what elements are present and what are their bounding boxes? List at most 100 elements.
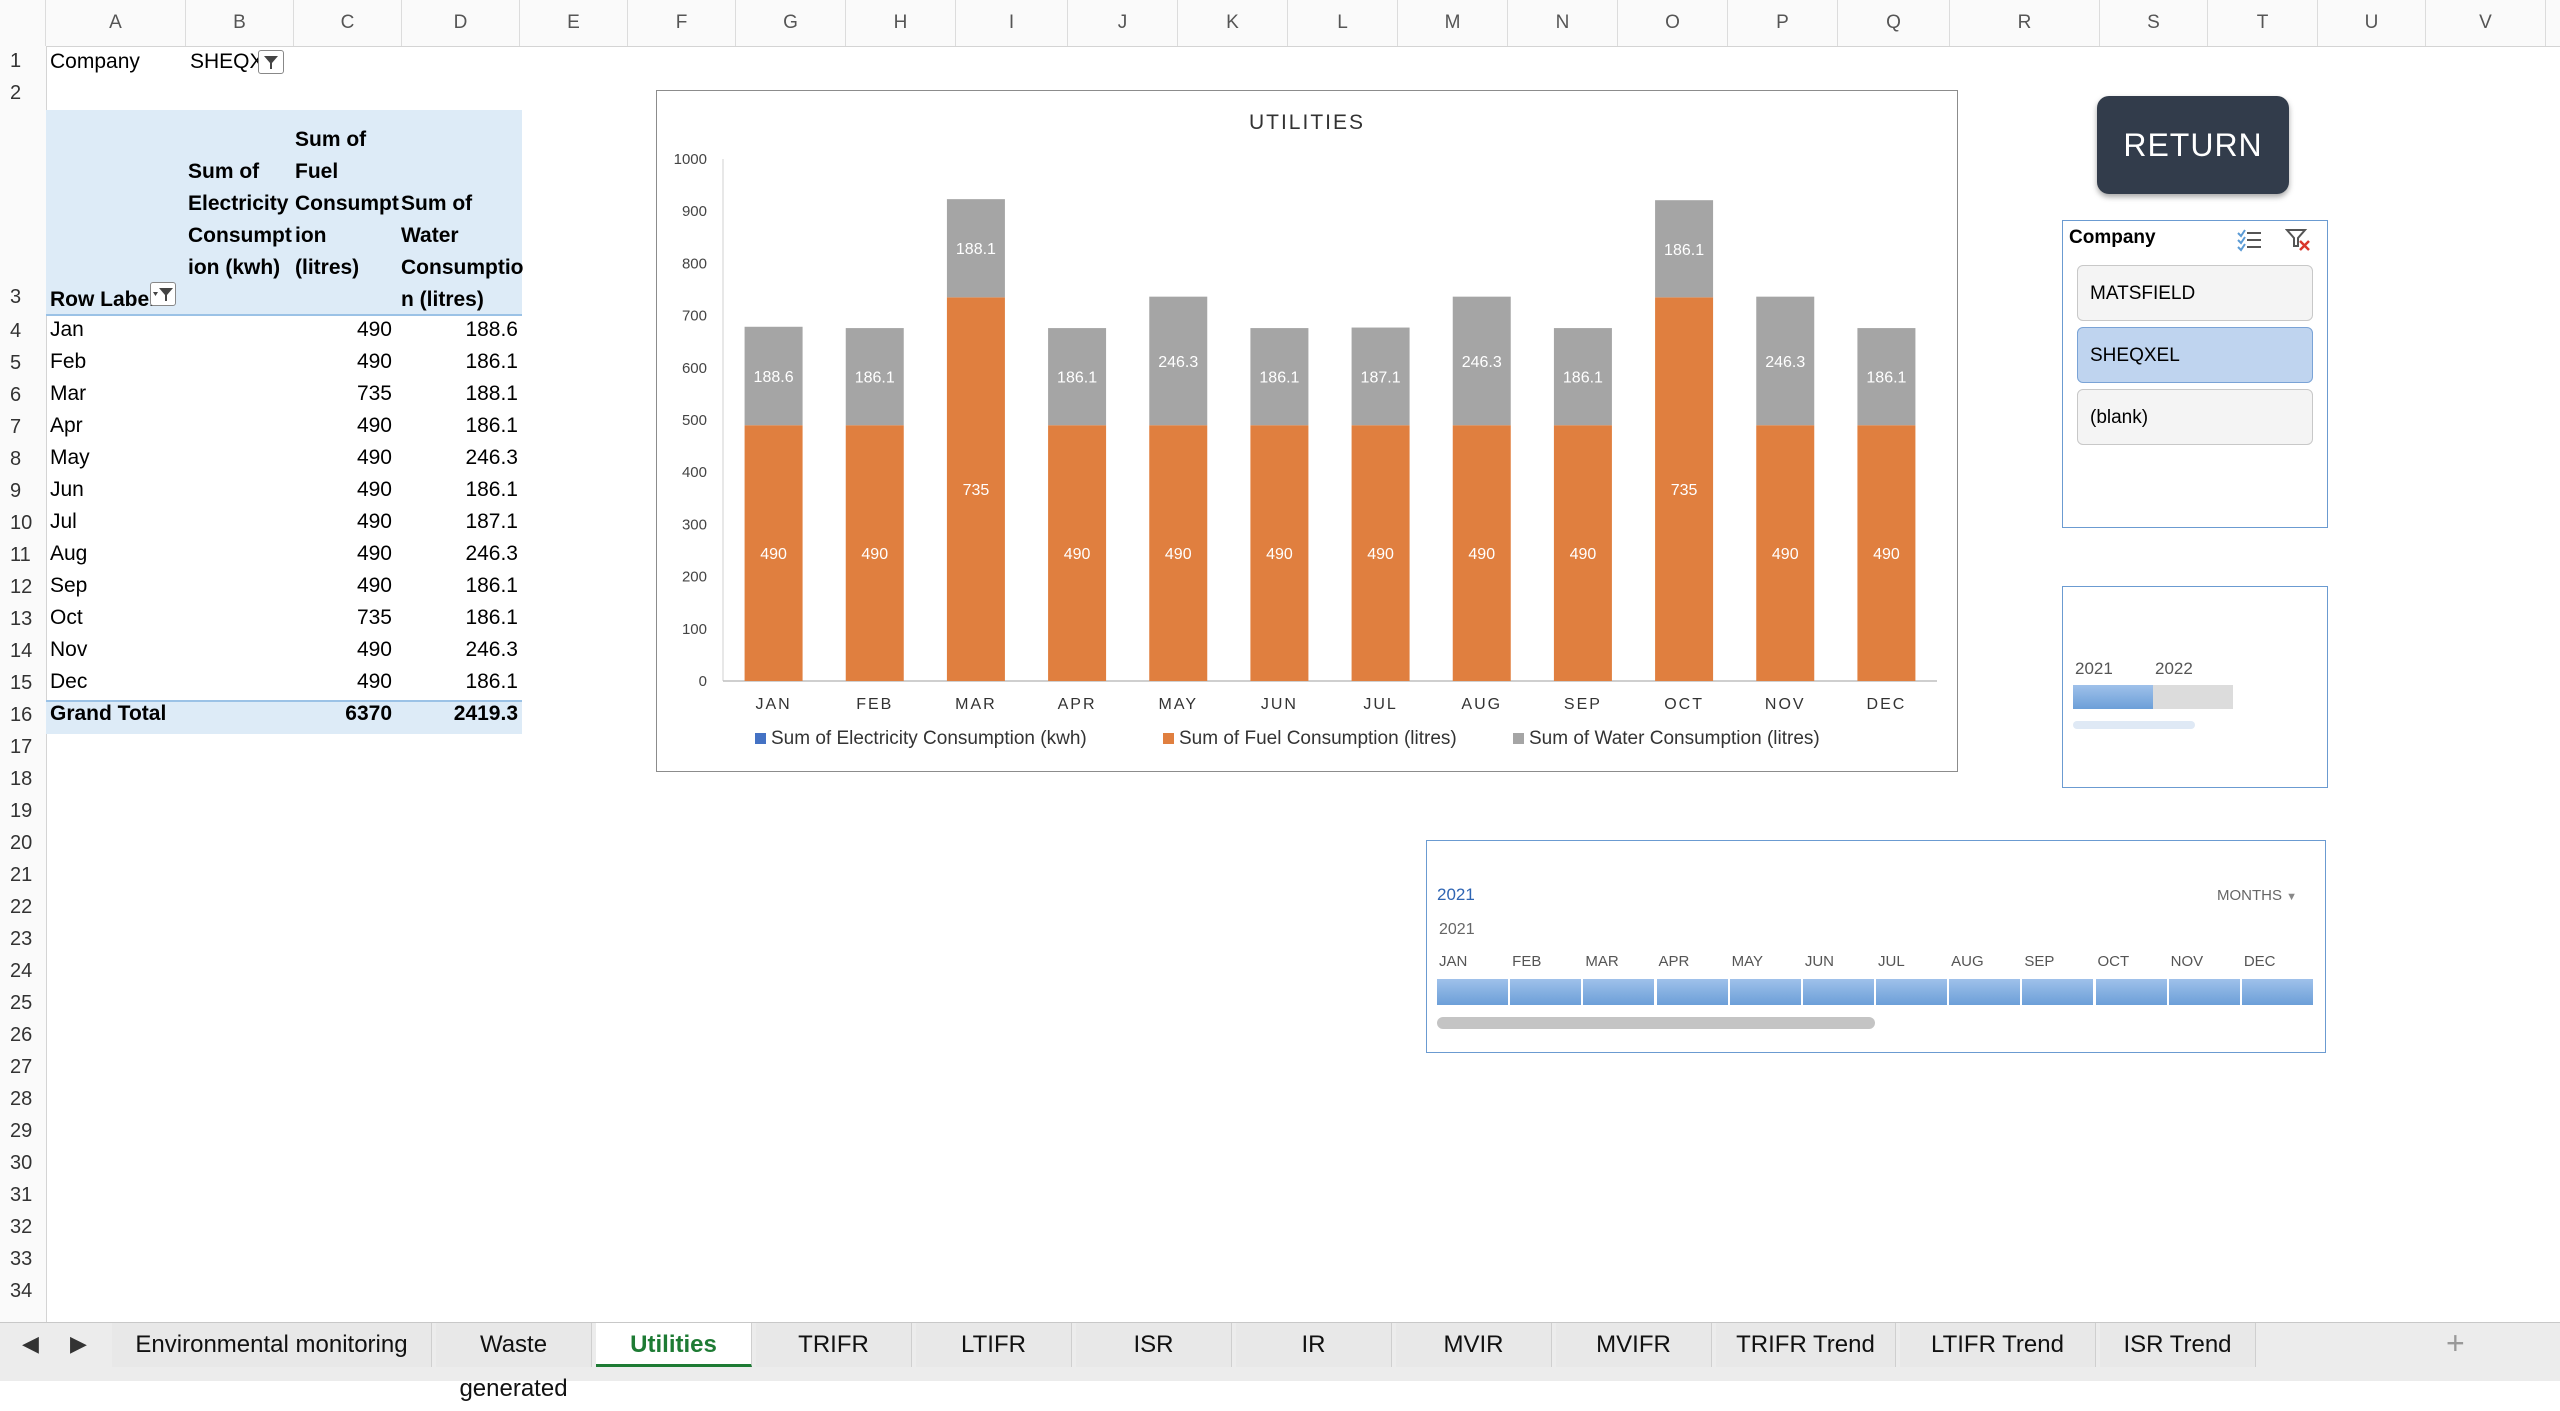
year-label-2021[interactable]: 2021: [2075, 659, 2113, 678]
row-header[interactable]: 16: [10, 704, 33, 726]
row-header[interactable]: 30: [10, 1152, 33, 1174]
column-header-u[interactable]: U: [2318, 0, 2426, 46]
row-header[interactable]: 3: [10, 286, 22, 308]
select-all-corner[interactable]: [0, 0, 46, 46]
column-header-f[interactable]: F: [628, 0, 736, 46]
column-header-q[interactable]: Q: [1838, 0, 1950, 46]
row-header[interactable]: 19: [10, 800, 33, 822]
timeline-month-segment[interactable]: [2168, 979, 2240, 1005]
column-header-b[interactable]: B: [186, 0, 294, 46]
timeline-month-segment[interactable]: [1729, 979, 1801, 1005]
timeline-month-label[interactable]: FEB: [1512, 953, 1542, 970]
row-header[interactable]: 7: [10, 416, 22, 438]
row-header[interactable]: 33: [10, 1248, 33, 1270]
row-header[interactable]: 13: [10, 608, 33, 630]
scroll-right-icon[interactable]: ▶: [70, 1331, 87, 1356]
row-header[interactable]: 14: [10, 640, 33, 662]
row-header[interactable]: 27: [10, 1056, 33, 1078]
sheet-tab[interactable]: TRIFR Trend: [1716, 1323, 1896, 1367]
scroll-left-icon[interactable]: ◀: [22, 1331, 39, 1356]
row-header[interactable]: 2: [10, 82, 22, 104]
timeline-month-segment[interactable]: [2022, 979, 2094, 1005]
row-header[interactable]: 28: [10, 1088, 33, 1110]
timeline-month-label[interactable]: JUN: [1804, 953, 1834, 970]
timeline-month-label[interactable]: JUL: [1878, 953, 1905, 970]
row-header[interactable]: 31: [10, 1184, 33, 1206]
timeline-month-label[interactable]: SEP: [2024, 953, 2055, 970]
year-label-2022[interactable]: 2022: [2155, 659, 2193, 678]
filter-value[interactable]: SHEQXI: [190, 50, 262, 73]
row-header[interactable]: 6: [10, 384, 22, 406]
column-header-a[interactable]: A: [46, 0, 186, 46]
slicer-item[interactable]: (blank): [2077, 389, 2313, 445]
row-header[interactable]: 11: [10, 544, 31, 566]
year-scrollbar[interactable]: [2073, 721, 2195, 729]
row-header[interactable]: 1: [10, 50, 22, 72]
clear-filter-icon[interactable]: [2285, 227, 2313, 253]
timeline-scrollbar[interactable]: [1437, 1017, 1875, 1029]
column-header-p[interactable]: P: [1728, 0, 1838, 46]
column-header-s[interactable]: S: [2100, 0, 2208, 46]
timeline-month-label[interactable]: AUG: [1951, 953, 1984, 970]
slicer-item[interactable]: SHEQXEL: [2077, 327, 2313, 383]
column-header-m[interactable]: M: [1398, 0, 1508, 46]
column-header-j[interactable]: J: [1068, 0, 1178, 46]
column-header-l[interactable]: L: [1288, 0, 1398, 46]
column-header-h[interactable]: H: [846, 0, 956, 46]
company-slicer[interactable]: Company MATSFIELD SHEQXEL (blank): [2062, 220, 2328, 528]
row-header[interactable]: 32: [10, 1216, 33, 1238]
column-header-i[interactable]: I: [956, 0, 1068, 46]
row-header[interactable]: 9: [10, 480, 22, 502]
row-header[interactable]: 10: [10, 512, 33, 534]
timeline-month-segment[interactable]: [1583, 979, 1655, 1005]
row-header[interactable]: 34: [10, 1280, 33, 1302]
column-header-r[interactable]: R: [1950, 0, 2100, 46]
year-selected-bar[interactable]: [2073, 685, 2153, 709]
timeline-month-segment[interactable]: [2095, 979, 2167, 1005]
year-timeline[interactable]: 2021 2022: [2062, 586, 2328, 788]
multi-select-icon[interactable]: [2235, 227, 2263, 253]
column-header-c[interactable]: C: [294, 0, 402, 46]
row-header[interactable]: 22: [10, 896, 33, 918]
row-header[interactable]: 17: [10, 736, 33, 758]
add-sheet-button[interactable]: +: [2446, 1325, 2465, 1361]
timeline-month-label[interactable]: MAR: [1585, 953, 1619, 970]
sheet-tab[interactable]: Environmental monitoring: [112, 1323, 432, 1367]
timeline-month-segment[interactable]: [1510, 979, 1582, 1005]
column-header-d[interactable]: D: [402, 0, 520, 46]
row-header[interactable]: 5: [10, 352, 22, 374]
timeline-month-label[interactable]: APR: [1658, 953, 1690, 970]
column-header-n[interactable]: N: [1508, 0, 1618, 46]
sheet-tab[interactable]: ISR Trend: [2100, 1323, 2256, 1367]
row-label-filter-button[interactable]: [150, 282, 176, 306]
column-header-v[interactable]: V: [2426, 0, 2546, 46]
row-header[interactable]: 23: [10, 928, 33, 950]
sheet-tab[interactable]: MVIR: [1396, 1323, 1552, 1367]
row-header[interactable]: 25: [10, 992, 33, 1014]
sheet-tab[interactable]: MVIFR: [1556, 1323, 1712, 1367]
row-header[interactable]: 12: [10, 576, 33, 598]
month-timeline[interactable]: 2021 MONTHS ▼ 2021 JAN FEB MAR APR MAY JUN JUL…: [1426, 840, 2326, 1053]
timeline-month-segment[interactable]: [1656, 979, 1728, 1005]
timeline-month-label[interactable]: OCT: [2097, 953, 2130, 970]
row-header[interactable]: 8: [10, 448, 22, 470]
timeline-level-dropdown[interactable]: MONTHS ▼: [2217, 887, 2297, 904]
row-header[interactable]: 29: [10, 1120, 33, 1142]
timeline-month-label[interactable]: MAY: [1731, 953, 1764, 970]
column-header-g[interactable]: G: [736, 0, 846, 46]
utilities-chart[interactable]: UTILITIES 0 100 200 300 400 500 600 700 800 900 100…: [656, 90, 1958, 772]
report-filter-button[interactable]: [258, 50, 284, 74]
row-header[interactable]: 26: [10, 1024, 33, 1046]
row-header[interactable]: 20: [10, 832, 33, 854]
sheet-tab[interactable]: Utilities: [596, 1323, 752, 1367]
column-header-o[interactable]: O: [1618, 0, 1728, 46]
timeline-month-segment[interactable]: [1949, 979, 2021, 1005]
return-button[interactable]: RETURN: [2097, 96, 2289, 194]
row-header[interactable]: 21: [10, 864, 33, 886]
timeline-month-segment[interactable]: [1437, 979, 1509, 1005]
slicer-item[interactable]: MATSFIELD: [2077, 265, 2313, 321]
timeline-month-segment[interactable]: [2241, 979, 2313, 1005]
timeline-month-segment[interactable]: [1876, 979, 1948, 1005]
timeline-month-bar[interactable]: [1437, 979, 2315, 1005]
row-header[interactable]: 15: [10, 672, 33, 694]
